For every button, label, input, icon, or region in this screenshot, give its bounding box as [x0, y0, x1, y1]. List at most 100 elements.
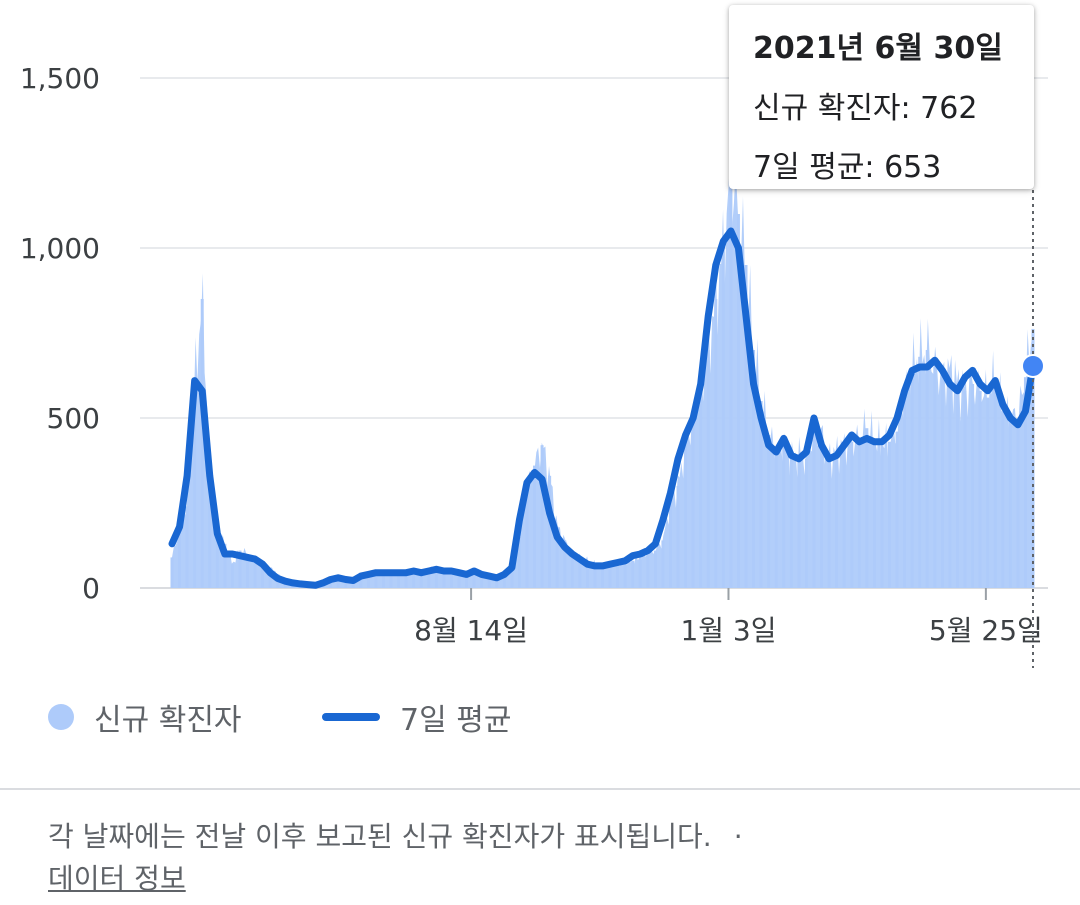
y-tick-label: 1,500 [20, 62, 100, 95]
new-cases-bar [510, 564, 514, 588]
new-cases-bar [797, 455, 801, 588]
x-axis-ticks: 8월 14일 1월 3일 5월 25일 [414, 588, 1043, 647]
new-cases-bar [170, 557, 174, 588]
new-cases-bar [993, 377, 997, 588]
new-cases-bar [238, 550, 242, 588]
new-cases-bar [631, 560, 635, 588]
new-cases-bar [895, 431, 899, 588]
new-cases-bar [389, 572, 393, 588]
new-cases-bar [412, 571, 416, 588]
new-cases-bar [842, 445, 846, 588]
new-cases-bar [578, 557, 582, 588]
new-cases-bar [865, 428, 869, 588]
new-cases-bar [986, 397, 990, 588]
avg7-line-group [168, 227, 1037, 589]
new-cases-bar [978, 390, 982, 588]
new-cases-bar [653, 550, 657, 588]
divider [0, 788, 1080, 790]
new-cases-bars [170, 157, 1035, 588]
tooltip-new-cases: 신규 확진자: 762 [753, 91, 978, 126]
new-cases-bar [850, 441, 854, 588]
new-cases-bar [804, 458, 808, 588]
new-cases-bar [789, 458, 793, 588]
x-tick-label: 8월 14일 [414, 614, 528, 647]
x-tick-label: 5월 25일 [929, 614, 1043, 647]
new-cases-bar [759, 401, 763, 588]
new-cases-bar [684, 445, 688, 588]
new-cases-bar [253, 560, 257, 588]
new-cases-bar [540, 445, 544, 588]
new-cases-bar [601, 567, 604, 588]
new-cases-bar [955, 384, 959, 588]
new-cases-bar [820, 435, 824, 588]
new-cases-bar [397, 571, 401, 588]
new-cases-bar [714, 299, 718, 588]
new-cases-bar [691, 418, 695, 588]
tooltip-date: 2021년 6월 30일 [753, 31, 1003, 66]
new-cases-bar [472, 571, 476, 588]
new-cases-bar [548, 475, 552, 588]
footnote-separator: · [733, 820, 743, 853]
new-cases-bar [880, 445, 884, 588]
y-tick-label: 0 [82, 572, 100, 605]
new-cases-bar [200, 299, 204, 588]
legend-item-avg7[interactable]: 7일 평균 [322, 692, 511, 742]
new-cases-bar [963, 390, 967, 588]
new-cases-bar [1001, 411, 1005, 588]
new-cases-bar [699, 390, 703, 588]
legend-dot-icon [48, 704, 74, 730]
new-cases-bar [1023, 377, 1027, 588]
new-cases-bar [381, 574, 385, 588]
new-cases-bar [442, 571, 446, 588]
new-cases-bar [585, 560, 589, 588]
new-cases-bar [593, 564, 597, 588]
new-cases-bar [752, 350, 756, 588]
new-cases-bar [729, 180, 733, 588]
chart-tooltip: 2021년 6월 30일 신규 확진자: 762 7일 평균: 653 [729, 5, 1034, 189]
new-cases-bar [782, 445, 786, 588]
new-cases-bar [457, 572, 461, 588]
new-cases-bar [359, 577, 363, 588]
new-cases-bar [774, 452, 778, 588]
new-cases-bar [744, 265, 748, 588]
new-cases-bar [465, 574, 469, 588]
cases-chart[interactable]: 0 500 1,000 1,500 8월 14일 1월 3일 5월 25일 [0, 0, 1080, 680]
new-cases-bar [480, 572, 484, 588]
new-cases-bar [940, 377, 944, 588]
y-tick-label: 1,000 [20, 232, 100, 265]
new-cases-bar [246, 554, 250, 588]
new-cases-bar [570, 554, 574, 588]
footnote-text: 각 날짜에는 전날 이후 보고된 신규 확진자가 표시됩니다. [48, 820, 712, 853]
new-cases-bar [449, 569, 453, 588]
new-cases-bar [933, 367, 937, 588]
x-tick-label: 1월 3일 [680, 614, 776, 647]
new-cases-bar [185, 506, 189, 588]
new-cases-bar [419, 572, 423, 588]
new-cases-bar [261, 564, 265, 588]
new-cases-bar [608, 565, 612, 588]
new-cases-bar [495, 577, 499, 588]
legend-item-new-cases[interactable]: 신규 확진자 [48, 692, 242, 742]
new-cases-bar [563, 540, 567, 588]
new-cases-bar [366, 574, 370, 588]
new-cases-bar [215, 533, 219, 588]
y-axis-ticks: 0 500 1,000 1,500 [20, 62, 100, 605]
new-cases-bar [268, 567, 272, 588]
new-cases-bar [661, 540, 665, 588]
new-cases-bar [812, 431, 816, 588]
new-cases-bar [646, 554, 650, 588]
new-cases-bar [533, 465, 537, 588]
legend-label-avg7: 7일 평균 [400, 703, 512, 738]
new-cases-bar [230, 564, 234, 588]
tooltip-avg7: 7일 평균: 653 [753, 150, 942, 185]
new-cases-bar [925, 350, 929, 588]
new-cases-bar [223, 543, 227, 588]
selected-point [1021, 353, 1045, 378]
new-cases-bar [329, 582, 333, 588]
new-cases-bar [404, 572, 408, 588]
legend-label-new-cases: 신규 확진자 [94, 703, 242, 738]
legend-line-icon [322, 713, 380, 721]
data-info-link[interactable]: 데이터 정보 [48, 862, 186, 895]
new-cases-bar [918, 356, 922, 588]
avg7-line [168, 227, 1037, 589]
